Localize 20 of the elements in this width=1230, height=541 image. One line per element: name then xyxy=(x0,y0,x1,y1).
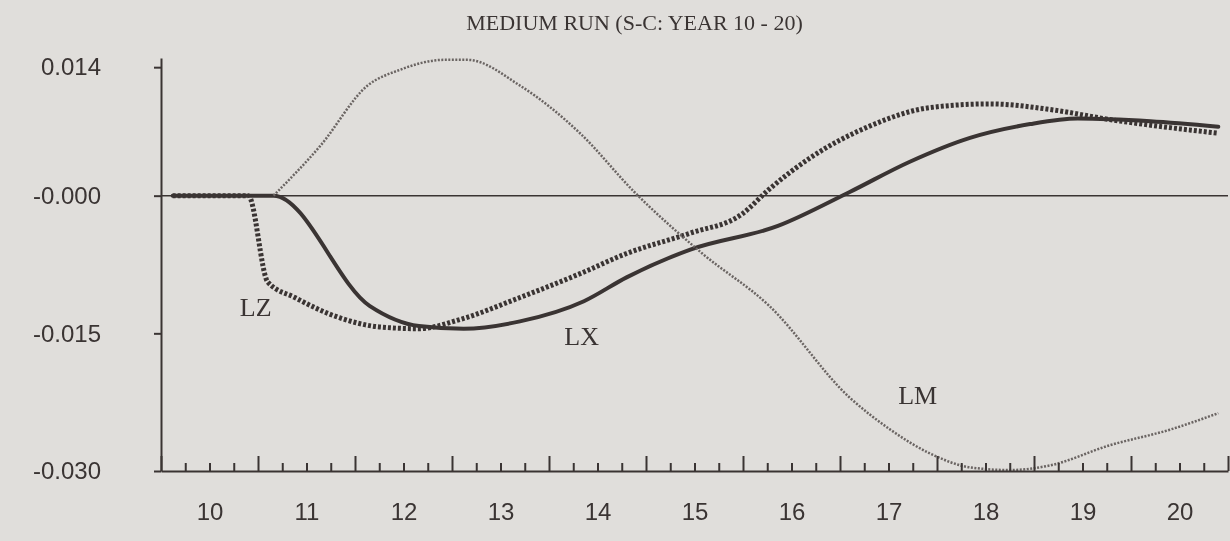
series-label: LX xyxy=(564,322,600,352)
x-tick-label: 15 xyxy=(681,497,709,525)
y-tick-label: -0.000 xyxy=(32,181,101,209)
series-label: LM xyxy=(898,380,938,410)
line-series xyxy=(272,58,1220,472)
x-tick-label: 20 xyxy=(1166,497,1194,525)
x-tick-label: 17 xyxy=(875,497,903,525)
chart-title: MEDIUM RUN (S-C: YEAR 10 - 20) xyxy=(466,10,803,35)
x-tick-label: 14 xyxy=(584,497,612,525)
x-tick-label: 13 xyxy=(487,497,515,525)
series-label: LZ xyxy=(239,292,272,322)
x-tick-label: 18 xyxy=(972,497,1000,525)
x-tick-label: 19 xyxy=(1069,497,1097,525)
x-tick-label: 12 xyxy=(390,497,418,525)
y-tick-label: 0.014 xyxy=(40,53,101,81)
x-tick-label: 16 xyxy=(778,497,806,525)
x-tick-label: 10 xyxy=(196,497,224,525)
y-tick-label: -0.015 xyxy=(32,319,101,347)
x-tick-label: 11 xyxy=(294,497,320,525)
y-tick-label: -0.030 xyxy=(32,457,101,485)
